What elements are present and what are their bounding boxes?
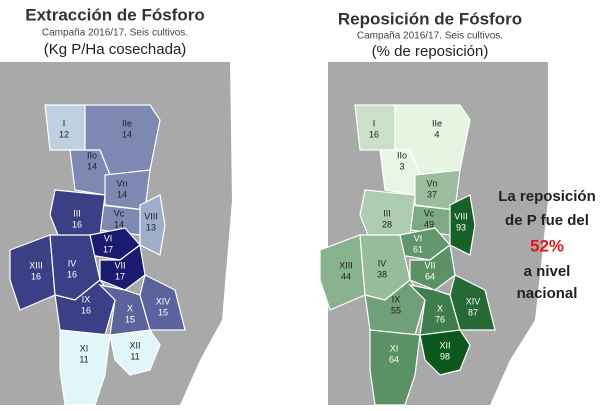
region-label: IV	[68, 258, 77, 268]
map-title: Extracción de Fósforo	[25, 5, 204, 24]
region-value: 16	[31, 271, 41, 281]
region-label: XI	[80, 343, 89, 353]
region-label: VII	[114, 260, 125, 270]
region-label: XII	[129, 340, 140, 350]
map-subtitle: Campaña 2016/17. Seis cultivos.	[357, 31, 503, 42]
region-label: Vn	[116, 178, 127, 188]
region-value: 3	[399, 161, 404, 171]
region-value: 16	[72, 219, 82, 229]
region-value: 64	[425, 271, 435, 281]
region-value: 28	[382, 219, 392, 229]
map-subtitle: Campaña 2016/17. Seis cultivos.	[42, 28, 188, 39]
region-label: XIII	[29, 260, 43, 270]
region-label: IV	[378, 258, 387, 268]
region-value: 12	[59, 129, 69, 139]
region-label: IIo	[87, 150, 97, 160]
region-value: 11	[130, 351, 139, 361]
region-value: 38	[377, 269, 387, 279]
region-label: VIII	[144, 211, 158, 221]
note-line: a nivel	[524, 263, 571, 280]
region-value: 14	[87, 161, 97, 171]
region-label: VI	[104, 233, 113, 243]
region-value: 37	[427, 189, 437, 199]
region-value: 14	[117, 189, 127, 199]
region-label: XIV	[156, 296, 171, 306]
region-value: 93	[456, 222, 466, 232]
region-value: 16	[369, 129, 379, 139]
region-label: IIe	[432, 118, 442, 128]
region	[109, 329, 161, 376]
region-value: 64	[389, 354, 399, 364]
region-value: 16	[67, 269, 77, 279]
region	[139, 194, 166, 256]
region-value: 14	[114, 219, 124, 229]
region-label: X	[127, 303, 133, 313]
region-label: X	[437, 303, 443, 313]
region-label: I	[373, 118, 376, 128]
region-value: 44	[341, 271, 351, 281]
region-label: VI	[414, 233, 423, 243]
region-label: Vc	[424, 208, 435, 218]
region	[139, 274, 186, 331]
note-line: La reposición	[498, 188, 596, 205]
map-unit: (% de reposición)	[372, 43, 489, 60]
region-label: VII	[424, 260, 435, 270]
region-value: 49	[424, 219, 434, 229]
region-label: IX	[392, 294, 401, 304]
note-highlight: 52%	[530, 236, 564, 255]
region	[449, 274, 496, 331]
region-value: 4	[434, 129, 439, 139]
region-value: 15	[158, 307, 168, 317]
region-label: XIV	[466, 296, 481, 306]
note-line: nacional	[517, 285, 578, 302]
map-unit: (Kg P/Ha cosechada)	[44, 41, 187, 58]
region-label: III	[73, 208, 81, 218]
region-label: IIo	[397, 150, 407, 160]
region-value: 61	[413, 244, 423, 254]
region-value: 98	[440, 351, 450, 361]
note-line: de P fue del	[505, 212, 589, 229]
region-label: XII	[439, 340, 450, 350]
region	[449, 194, 476, 256]
region-value: 16	[81, 305, 91, 315]
region	[9, 234, 56, 311]
region	[319, 234, 366, 311]
map-title: Reposición de Fósforo	[338, 9, 522, 28]
region-value: 13	[146, 222, 156, 232]
region-label: XIII	[339, 260, 353, 270]
region-label: IX	[82, 294, 91, 304]
region-value: 14	[122, 129, 132, 139]
region-label: I	[63, 118, 66, 128]
region	[419, 329, 471, 376]
region-label: III	[383, 208, 391, 218]
region-value: 17	[103, 244, 113, 254]
region-value: 87	[468, 307, 478, 317]
region-value: 55	[391, 305, 401, 315]
region-label: XI	[390, 343, 399, 353]
region-label: Vn	[426, 178, 437, 188]
region-value: 17	[115, 271, 125, 281]
region-value: 11	[79, 354, 88, 364]
region-label: Vc	[114, 208, 125, 218]
region-label: IIe	[122, 118, 132, 128]
map: I16IIe4IIo3Vn37Vc49VIII93III28VI61VII64X…	[319, 104, 496, 406]
map: I12IIe14IIo14Vn14Vc14VIII13III16VI17VII1…	[9, 104, 186, 406]
region-value: 76	[435, 314, 445, 324]
region-value: 15	[125, 314, 135, 324]
region-label: VIII	[454, 211, 468, 221]
